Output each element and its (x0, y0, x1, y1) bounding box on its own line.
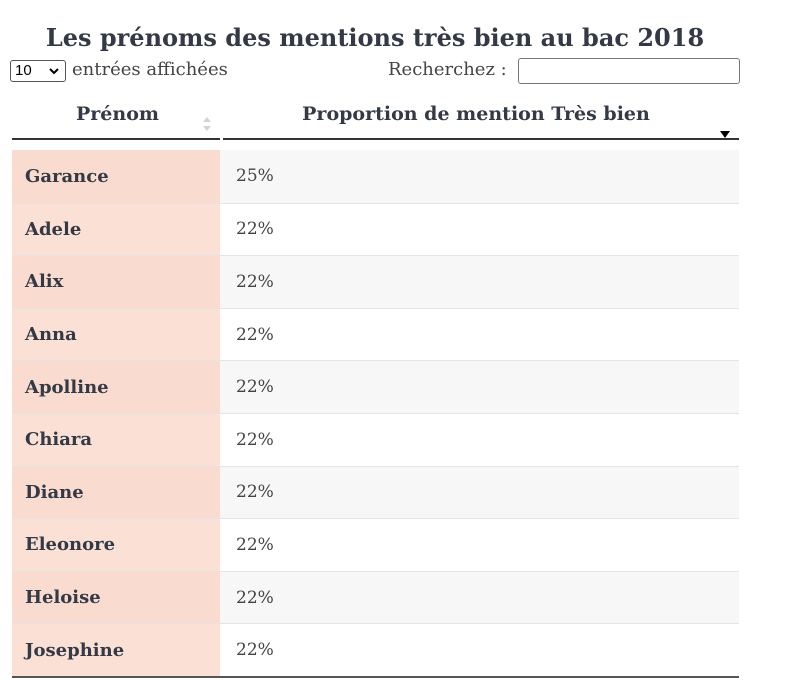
table-row: Diane 22% (12, 465, 739, 519)
entries-per-page-select[interactable]: 10 (10, 60, 66, 82)
sort-icon (202, 106, 212, 131)
search-input[interactable] (518, 58, 740, 84)
table-row: Anna 22% (12, 307, 739, 361)
prenom-cell: Eleonore (12, 519, 220, 571)
proportion-cell: 22% (236, 429, 274, 450)
table-header: Prénom Proportion de mention Très bien (12, 92, 739, 142)
table-row: Alix 22% (12, 255, 739, 308)
entries-per-page-label: entrées affichées (72, 59, 228, 80)
prenom-cell: Anna (12, 308, 220, 361)
search-label: Recherchez : (388, 59, 507, 80)
prenom-cell: Adele (12, 203, 220, 256)
table-row: Josephine 22% (12, 623, 739, 676)
column-header-label: Prénom (76, 103, 159, 125)
prenom-cell: Chiara (12, 413, 220, 466)
table-row: Garance 25% (12, 150, 739, 203)
column-header-label: Proportion de mention Très bien (302, 103, 650, 125)
table-row: Eleonore 22% (12, 518, 739, 571)
table-row: Apolline 22% (12, 360, 739, 413)
prenom-cell: Josephine (12, 624, 220, 676)
proportion-cell: 22% (236, 377, 274, 398)
table-row: Heloise 22% (12, 570, 739, 624)
table-body: Garance 25% Adele 22% Alix 22% Anna 22% … (12, 150, 739, 678)
proportion-cell: 22% (236, 482, 274, 503)
data-table: Prénom Proportion de mention Très bien G… (12, 92, 739, 678)
prenom-cell: Garance (12, 150, 220, 203)
sort-descending-icon (719, 112, 731, 138)
entries-per-page-value: 10 (15, 62, 32, 79)
prenom-cell: Diane (12, 466, 220, 519)
prenom-cell: Alix (12, 256, 220, 308)
table-title: Les prénoms des mentions très bien au ba… (45, 23, 705, 52)
proportion-cell: 25% (236, 166, 274, 187)
column-header-proportion[interactable]: Proportion de mention Très bien (223, 92, 739, 140)
table-row: Adele 22% (12, 202, 739, 256)
prenom-cell: Apolline (12, 361, 220, 413)
proportion-cell: 22% (236, 271, 274, 292)
proportion-cell: 22% (236, 219, 274, 240)
proportion-cell: 22% (236, 324, 274, 345)
proportion-cell: 22% (236, 640, 274, 661)
column-header-prenom[interactable]: Prénom (12, 92, 220, 140)
table-row: Chiara 22% (12, 412, 739, 466)
table-controls: 10 entrées affichées Recherchez : (10, 58, 742, 86)
proportion-cell: 22% (236, 534, 274, 555)
proportion-cell: 22% (236, 587, 274, 608)
chevron-down-icon (48, 61, 60, 87)
prenom-cell: Heloise (12, 571, 220, 624)
